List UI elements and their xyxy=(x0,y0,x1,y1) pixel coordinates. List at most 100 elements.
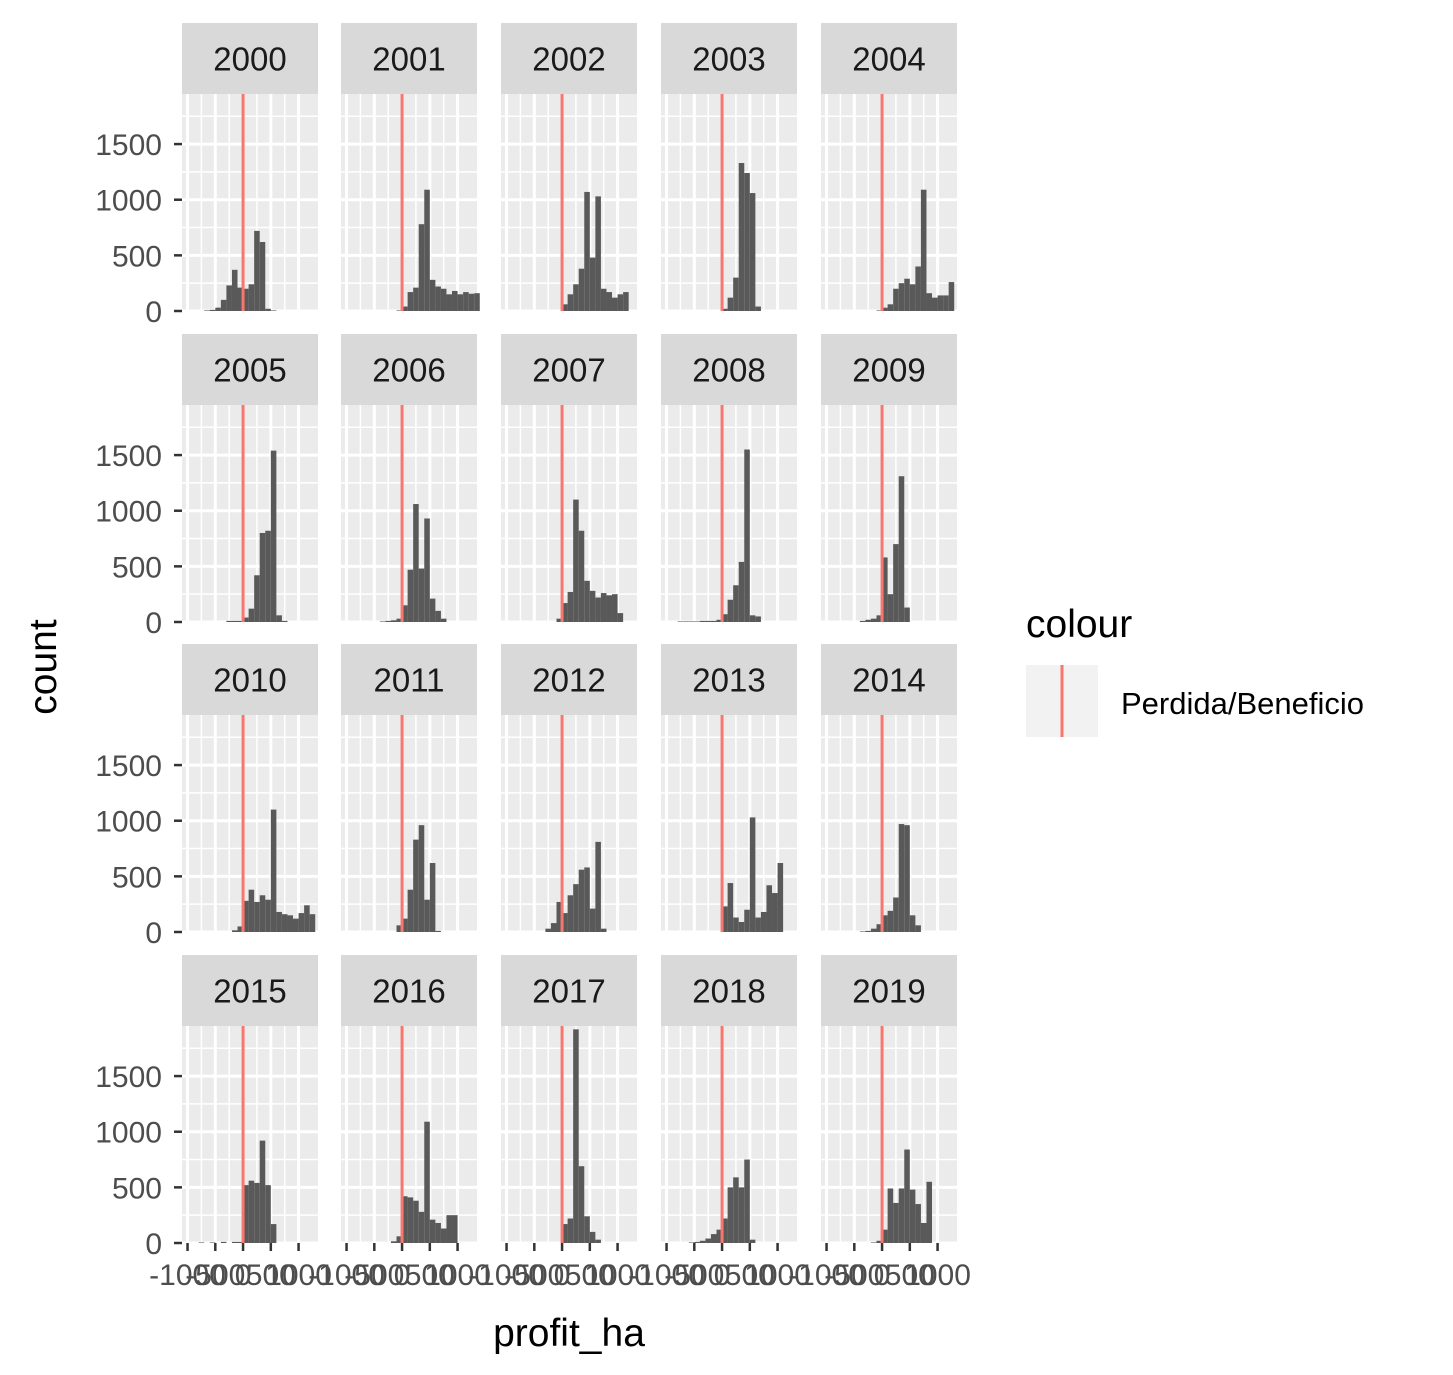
histogram-bar xyxy=(859,620,866,622)
histogram-bar xyxy=(606,595,613,622)
facet-panel-2010: 2010 xyxy=(182,644,318,934)
histogram-bar xyxy=(777,863,784,932)
y-tick-label: 1000 xyxy=(95,1117,162,1150)
histogram-bar xyxy=(265,899,271,932)
strip-label: 2012 xyxy=(532,662,605,699)
histogram-bar xyxy=(429,863,436,932)
histogram-bar xyxy=(429,1219,436,1243)
histogram-bar xyxy=(584,191,590,311)
histogram-bar xyxy=(893,897,899,932)
histogram-bar xyxy=(612,297,618,311)
histogram-bar xyxy=(237,620,244,622)
histogram-bar xyxy=(898,476,905,622)
histogram-bar xyxy=(584,1216,590,1243)
facet-panel-2016: 2016 xyxy=(341,955,477,1245)
facet-panel-2013: 2013 xyxy=(661,644,797,934)
histogram-bar xyxy=(909,1189,916,1243)
histogram-bar xyxy=(688,621,695,622)
histogram-bar xyxy=(617,613,624,622)
histogram-bar xyxy=(402,1196,408,1243)
facet-panel-2004: 2004 xyxy=(821,23,957,313)
strip-label: 2004 xyxy=(852,41,925,78)
histogram-bar xyxy=(418,568,425,622)
strip-background xyxy=(661,334,797,405)
histogram-bar xyxy=(550,923,557,932)
x-tick-label: -1000 xyxy=(788,1259,865,1292)
strip-label: 2007 xyxy=(532,352,605,389)
histogram-bar xyxy=(304,905,310,932)
strip-label: 2017 xyxy=(532,973,605,1010)
histogram-bar xyxy=(876,1240,883,1243)
histogram-bar xyxy=(396,925,403,932)
strip-background xyxy=(182,955,318,1026)
histogram-bar xyxy=(562,913,568,932)
histogram-bar xyxy=(887,1188,894,1243)
panel-background xyxy=(661,405,797,622)
strip-background xyxy=(661,23,797,94)
y-tick-label: 1500 xyxy=(95,129,162,162)
histogram-bar xyxy=(259,532,266,622)
histogram-bar xyxy=(226,285,232,311)
y-tick-label: 500 xyxy=(112,861,162,894)
facet-panel-2014: 2014 xyxy=(821,644,957,934)
histogram-bar xyxy=(265,308,271,311)
histogram-bar xyxy=(683,621,689,622)
histogram-bar xyxy=(248,1180,255,1243)
histogram-bar xyxy=(446,294,453,311)
histogram-bar xyxy=(281,620,288,622)
x-tick-label: 0 xyxy=(714,1259,731,1292)
y-tick-label: 0 xyxy=(145,607,162,640)
panel-background xyxy=(501,94,637,311)
histogram-bar xyxy=(198,1242,205,1243)
histogram-bar xyxy=(870,1242,877,1243)
panel-background xyxy=(821,715,957,932)
strip-background xyxy=(182,23,318,94)
x-axis-title: profit_ha xyxy=(493,1312,645,1355)
strip-label: 2014 xyxy=(852,662,925,699)
histogram-bar xyxy=(463,292,469,311)
histogram-bar xyxy=(440,618,447,622)
histogram-bar xyxy=(215,307,221,311)
histogram-bar xyxy=(270,310,277,311)
histogram-bar xyxy=(474,293,480,311)
histogram-bar xyxy=(243,900,249,932)
histogram-bar xyxy=(716,619,723,622)
facet-panel-2007: 2007 xyxy=(501,334,637,624)
histogram-bar xyxy=(744,173,750,311)
facet-panels: 2000 2001 2002 2003 2004 2005 2006 2007 2008 2009… xyxy=(182,23,957,1245)
histogram-bar xyxy=(722,614,728,622)
x-tick-label: 500 xyxy=(885,1259,935,1292)
x-tick-label: -1000 xyxy=(308,1259,385,1292)
histogram-bar xyxy=(584,867,590,932)
strip-background xyxy=(182,334,318,405)
y-tick-label: 500 xyxy=(112,551,162,584)
histogram-bar xyxy=(738,1187,745,1243)
histogram-bar xyxy=(859,931,866,932)
histogram-bar xyxy=(694,1241,700,1243)
strip-background xyxy=(661,644,797,715)
histogram-bar xyxy=(567,895,574,932)
histogram-bar xyxy=(265,1185,271,1243)
histogram-bar xyxy=(567,1218,574,1243)
facet-panel-2015: 2015 xyxy=(182,955,318,1245)
panel-background xyxy=(821,405,957,622)
histogram-bar xyxy=(452,290,458,311)
strip-background xyxy=(821,644,957,715)
histogram-bar xyxy=(870,618,877,622)
facet-panel-2019: 2019 xyxy=(821,955,957,1245)
histogram-bar xyxy=(589,908,596,932)
histogram-bar xyxy=(589,257,596,311)
x-tick-label: -1000 xyxy=(628,1259,705,1292)
histogram-bar xyxy=(248,889,255,932)
histogram-bar xyxy=(276,911,282,932)
facet-panel-2006: 2006 xyxy=(341,334,477,624)
x-tick-label: 500 xyxy=(405,1259,455,1292)
histogram-bar xyxy=(413,504,419,622)
strip-label: 2016 xyxy=(372,973,445,1010)
strip-background xyxy=(821,334,957,405)
histogram-bar xyxy=(744,449,750,622)
histogram-bar xyxy=(876,924,883,932)
histogram-bar xyxy=(573,1029,579,1243)
histogram-bar xyxy=(435,930,441,932)
